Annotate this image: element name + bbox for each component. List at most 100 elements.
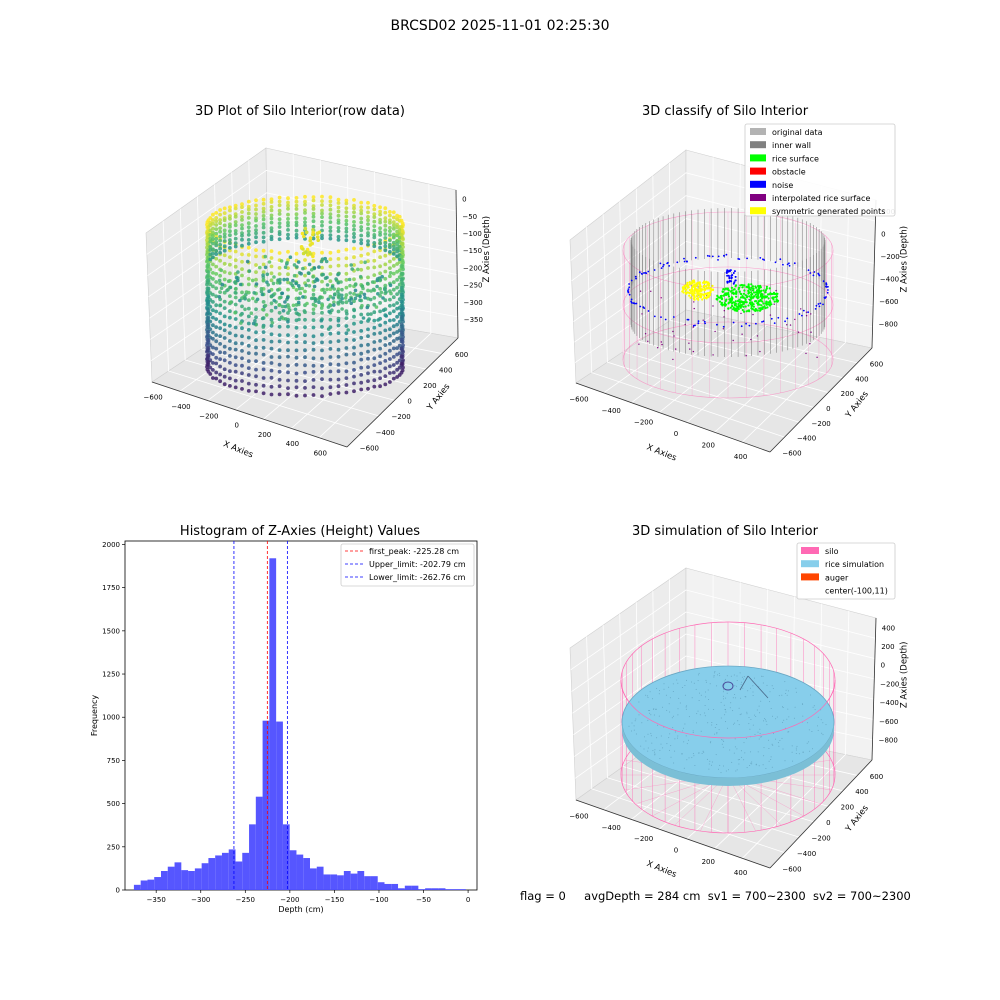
plot1-grid-z (148, 214, 457, 298)
plot1-point (303, 208, 307, 213)
plot1-point (222, 270, 227, 274)
plot1-point (228, 369, 232, 374)
plot1-point (328, 377, 333, 382)
plot2-rice-point (750, 286, 753, 289)
plot1-point (400, 348, 405, 353)
plot4-rice-dot (771, 743, 773, 745)
plot4-rice-dot (697, 680, 699, 682)
plot1-point (366, 233, 370, 238)
plot1-point (233, 264, 238, 269)
plot4-rice-dot (674, 731, 676, 733)
plot2-symmetric-point (691, 289, 694, 292)
plot4-rice-dot (647, 719, 649, 721)
plot1-point (214, 286, 219, 291)
plot1-point (372, 363, 377, 367)
plot1-point (336, 319, 341, 323)
plot2-interp-point (714, 330, 716, 333)
plot1-point (261, 300, 266, 304)
plot4-rice-dot (655, 708, 656, 710)
plot1-point (281, 309, 286, 313)
plot1-point (336, 362, 341, 367)
plot2-rice-point (743, 297, 747, 300)
plot2-rice-point (768, 303, 772, 306)
plot2-noise-point (630, 279, 633, 282)
plot1-point (261, 230, 266, 235)
plot1-point (395, 322, 399, 327)
plot1-point (228, 323, 232, 328)
plot2-y-tick-label: −400 (797, 435, 816, 443)
plot3-bar (167, 866, 175, 890)
plot2-rice-point (776, 292, 779, 295)
plot1-point (254, 315, 258, 320)
plot1-point (372, 212, 377, 217)
plot4-rice-dot (724, 678, 726, 680)
plot1-point (388, 371, 392, 375)
plot2-legend-swatch (750, 128, 766, 135)
plot4-rice-dot (778, 745, 780, 747)
plot1-point (239, 313, 243, 317)
plot1-point (208, 257, 213, 262)
plot4-rice-dot (796, 745, 798, 747)
plot2-interp-point (693, 307, 695, 310)
plot1-point (269, 208, 274, 213)
plot2-noise-point (788, 262, 790, 265)
plot4-rice-dot (768, 739, 769, 741)
plot4-rice-dot (765, 768, 767, 769)
plot2-symmetric-point (705, 280, 708, 283)
plot1-point (358, 294, 362, 299)
plot1-point (376, 292, 380, 296)
plot1-point (378, 384, 382, 389)
plot1-point (391, 324, 396, 329)
plot1-point (269, 368, 274, 373)
plot1-point (311, 318, 316, 322)
plot1-point (211, 300, 215, 304)
plot1-point (233, 223, 238, 228)
plot1-point (222, 228, 227, 233)
plot2-interp-point (810, 331, 812, 333)
plot1-grid-x (162, 220, 363, 432)
plot1-point (328, 195, 333, 200)
plot1-point (318, 295, 322, 300)
plot4-rice-dot (757, 751, 759, 753)
plot4-rice-dot (821, 732, 823, 734)
plot1-point (246, 306, 251, 311)
plot2-noise-point (762, 320, 765, 323)
plot1-point (233, 369, 238, 374)
plot1-point (378, 346, 382, 351)
plot4-rice-dot (628, 725, 630, 727)
plot4-y-tick-label: 0 (826, 819, 830, 827)
plot1-point (302, 309, 307, 313)
plot1-point (399, 307, 404, 312)
plot4-rice-dot (698, 672, 700, 674)
plot2-rice-point (720, 301, 724, 304)
plot1-point (295, 265, 299, 269)
plot4-rice-dot (794, 706, 796, 708)
plot1-point (222, 382, 227, 387)
plot1-point (399, 277, 404, 282)
plot1-point (366, 386, 370, 391)
plot1-point (372, 207, 377, 212)
plot1-point (247, 269, 252, 273)
plot1-point (211, 361, 215, 365)
plot1-point (332, 300, 336, 305)
plot2-noise-point (759, 257, 762, 259)
plot2-noise-point (683, 260, 686, 263)
plot4-rice-dot (802, 703, 804, 705)
plot2-symmetric-point (703, 296, 706, 300)
plot4-rice-dot (683, 727, 684, 729)
plot1-point (391, 252, 396, 256)
plot2-interp-point (672, 358, 674, 361)
plot3-bar (296, 854, 304, 890)
plot1-point (240, 341, 244, 346)
plot1-point (206, 353, 211, 358)
plot1-point (234, 291, 238, 295)
plot1-point (368, 297, 373, 302)
plot4-rice-dot (748, 717, 750, 718)
plot1-point (311, 341, 316, 345)
plot1-point (254, 254, 258, 259)
plot2-interp-point (641, 313, 643, 315)
plot2-noise-point (807, 269, 810, 271)
plot1-point (304, 283, 308, 288)
plot2-noise-point (807, 311, 809, 314)
plot3-legend-label: Lower_limit: -262.76 cm (369, 573, 466, 582)
